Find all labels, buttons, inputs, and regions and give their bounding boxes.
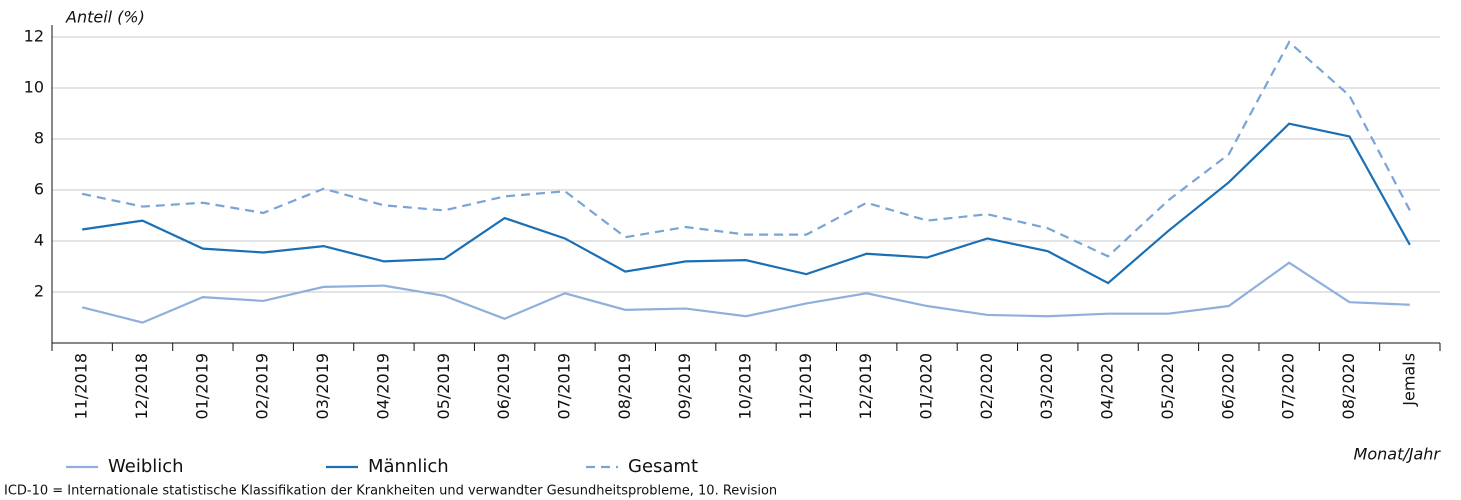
y-tick-label: 12 (24, 27, 44, 46)
x-tick-label: 09/2019 (675, 353, 694, 419)
x-tick-label: 01/2020 (917, 353, 936, 419)
x-tick-label: 05/2019 (434, 353, 453, 419)
x-tick-label: 02/2019 (253, 353, 272, 419)
y-tick-label: 4 (34, 231, 44, 250)
x-tick-label: 11/2019 (796, 353, 815, 419)
x-tick-label: 12/2019 (856, 353, 875, 419)
x-tick-label: 07/2019 (554, 353, 573, 419)
x-tick-label: 05/2020 (1158, 353, 1177, 419)
legend-label: Weiblich (108, 456, 184, 477)
line (81, 261, 1410, 324)
x-tick-label: 10/2019 (736, 353, 755, 419)
y-axis-label: Anteil (%) (65, 8, 145, 27)
footnote: ICD-10 = Internationale statistische Kla… (4, 484, 777, 499)
x-tick-label: 03/2020 (1037, 353, 1056, 419)
x-tick-label: 02/2020 (977, 353, 996, 419)
y-tick-label: 2 (34, 282, 44, 301)
x-tick-label: 06/2020 (1218, 353, 1237, 419)
x-tick-label: Jemals (1399, 353, 1418, 407)
x-tick-label: 06/2019 (494, 353, 513, 419)
legend-label: Gesamt (628, 456, 698, 477)
x-tick-label: 11/2018 (72, 353, 91, 419)
x-tick-label: 07/2020 (1279, 353, 1298, 419)
x-tick-label: 08/2020 (1339, 353, 1358, 419)
line (81, 40, 1411, 258)
x-axis-label: Monat/Jahr (1354, 445, 1442, 464)
x-tick-label: 04/2019 (373, 353, 392, 419)
x-tick-label: 12/2018 (132, 353, 151, 419)
y-tick-label: 6 (34, 180, 44, 199)
x-tick-label: 01/2019 (192, 353, 211, 419)
x-tick-label: 03/2019 (313, 353, 332, 419)
line (82, 122, 1411, 285)
x-tick-label: 04/2020 (1098, 353, 1117, 419)
x-tick-label: 08/2019 (615, 353, 634, 419)
y-tick-label: 8 (34, 129, 44, 148)
y-tick-label: 10 (24, 78, 44, 97)
legend-label: Männlich (368, 456, 449, 477)
